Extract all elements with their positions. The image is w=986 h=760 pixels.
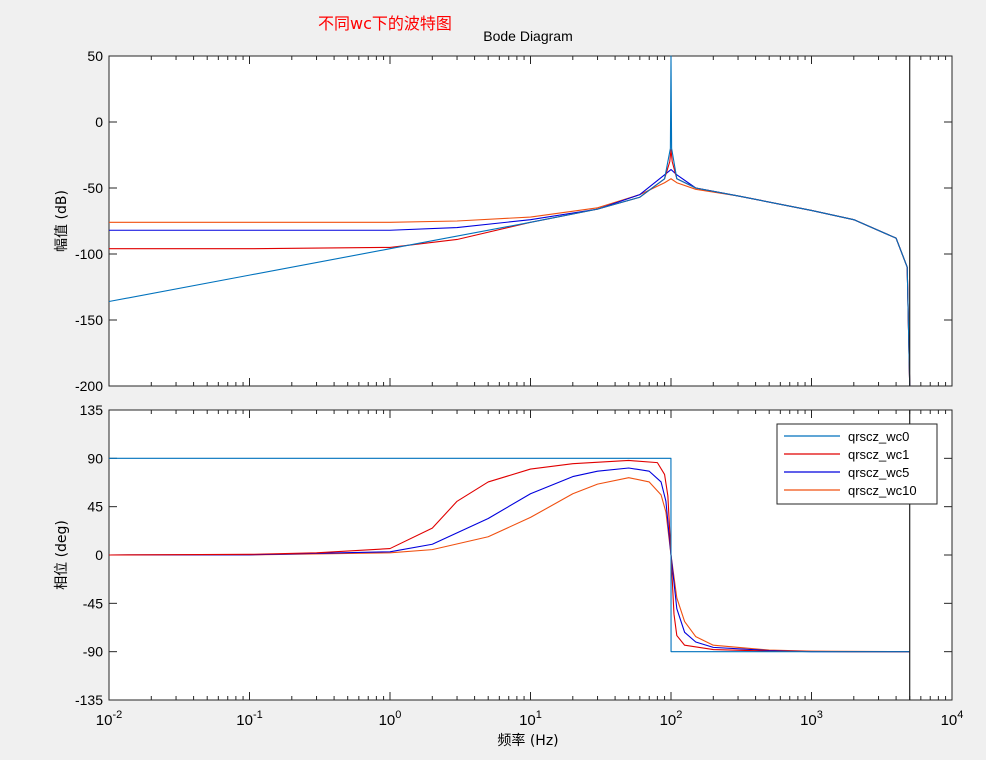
legend-label-qrscz_wc5: qrscz_wc5 [848,465,909,480]
x-tick-label: 100 [379,709,402,729]
phase-ytick-label: 90 [87,450,103,466]
chart-title: Bode Diagram [483,28,573,44]
legend-box [776,423,938,505]
phase-line-qrscz_wc5 [108,467,910,653]
phase-ytick-label: -90 [83,644,103,660]
x-tick-label: 10-2 [96,709,122,729]
magnitude-ytick-label: -200 [75,378,103,394]
magnitude-ytick-label: -50 [83,180,103,196]
magnitude-ytick-label: 50 [87,48,103,64]
phase-line-qrscz_wc10 [108,477,910,653]
phase-line-qrscz_wc1 [108,459,910,653]
legend-label-qrscz_wc10: qrscz_wc10 [848,483,917,498]
legend-label-qrscz_wc1: qrscz_wc1 [848,447,909,462]
magnitude-ytick-label: -150 [75,312,103,328]
magnitude-axes: 50 0 -50 -100 -150 -200 幅值 (dB) [54,48,953,394]
magnitude-ytick-label: 0 [95,114,103,130]
legend: qrscz_wc0 qrscz_wc1 qrscz_wc5 qrscz_wc10 [776,423,938,505]
x-axis-label: 频率 (Hz) [497,732,558,749]
x-tick-label: 104 [941,709,964,729]
phase-ytick-label: -45 [83,595,103,611]
magnitude-plot-area [108,55,953,387]
phase-ytick-label: 135 [80,402,104,418]
x-tick-label: 10-1 [236,709,262,729]
phase-ytick-label: -135 [75,692,103,708]
magnitude-ylabel: 幅值 (dB) [54,190,70,252]
phase-ytick-label: 0 [95,547,103,563]
phase-ylabel: 相位 (deg) [54,520,70,590]
x-tick-labels: 10-2 10-1 100 101 102 103 104 [96,709,964,729]
x-tick-label: 101 [519,709,542,729]
x-tick-label: 102 [660,709,683,729]
magnitude-line-qrscz_wc0 [108,55,911,387]
phase-ytick-label: 45 [87,499,103,515]
x-tick-label: 103 [800,709,823,729]
legend-label-qrscz_wc0: qrscz_wc0 [848,429,909,444]
phase-line-qrscz_wc0 [109,457,910,653]
magnitude-ytick-label: -100 [75,246,103,262]
annotation-title: 不同wc下的波特图 [318,14,452,33]
